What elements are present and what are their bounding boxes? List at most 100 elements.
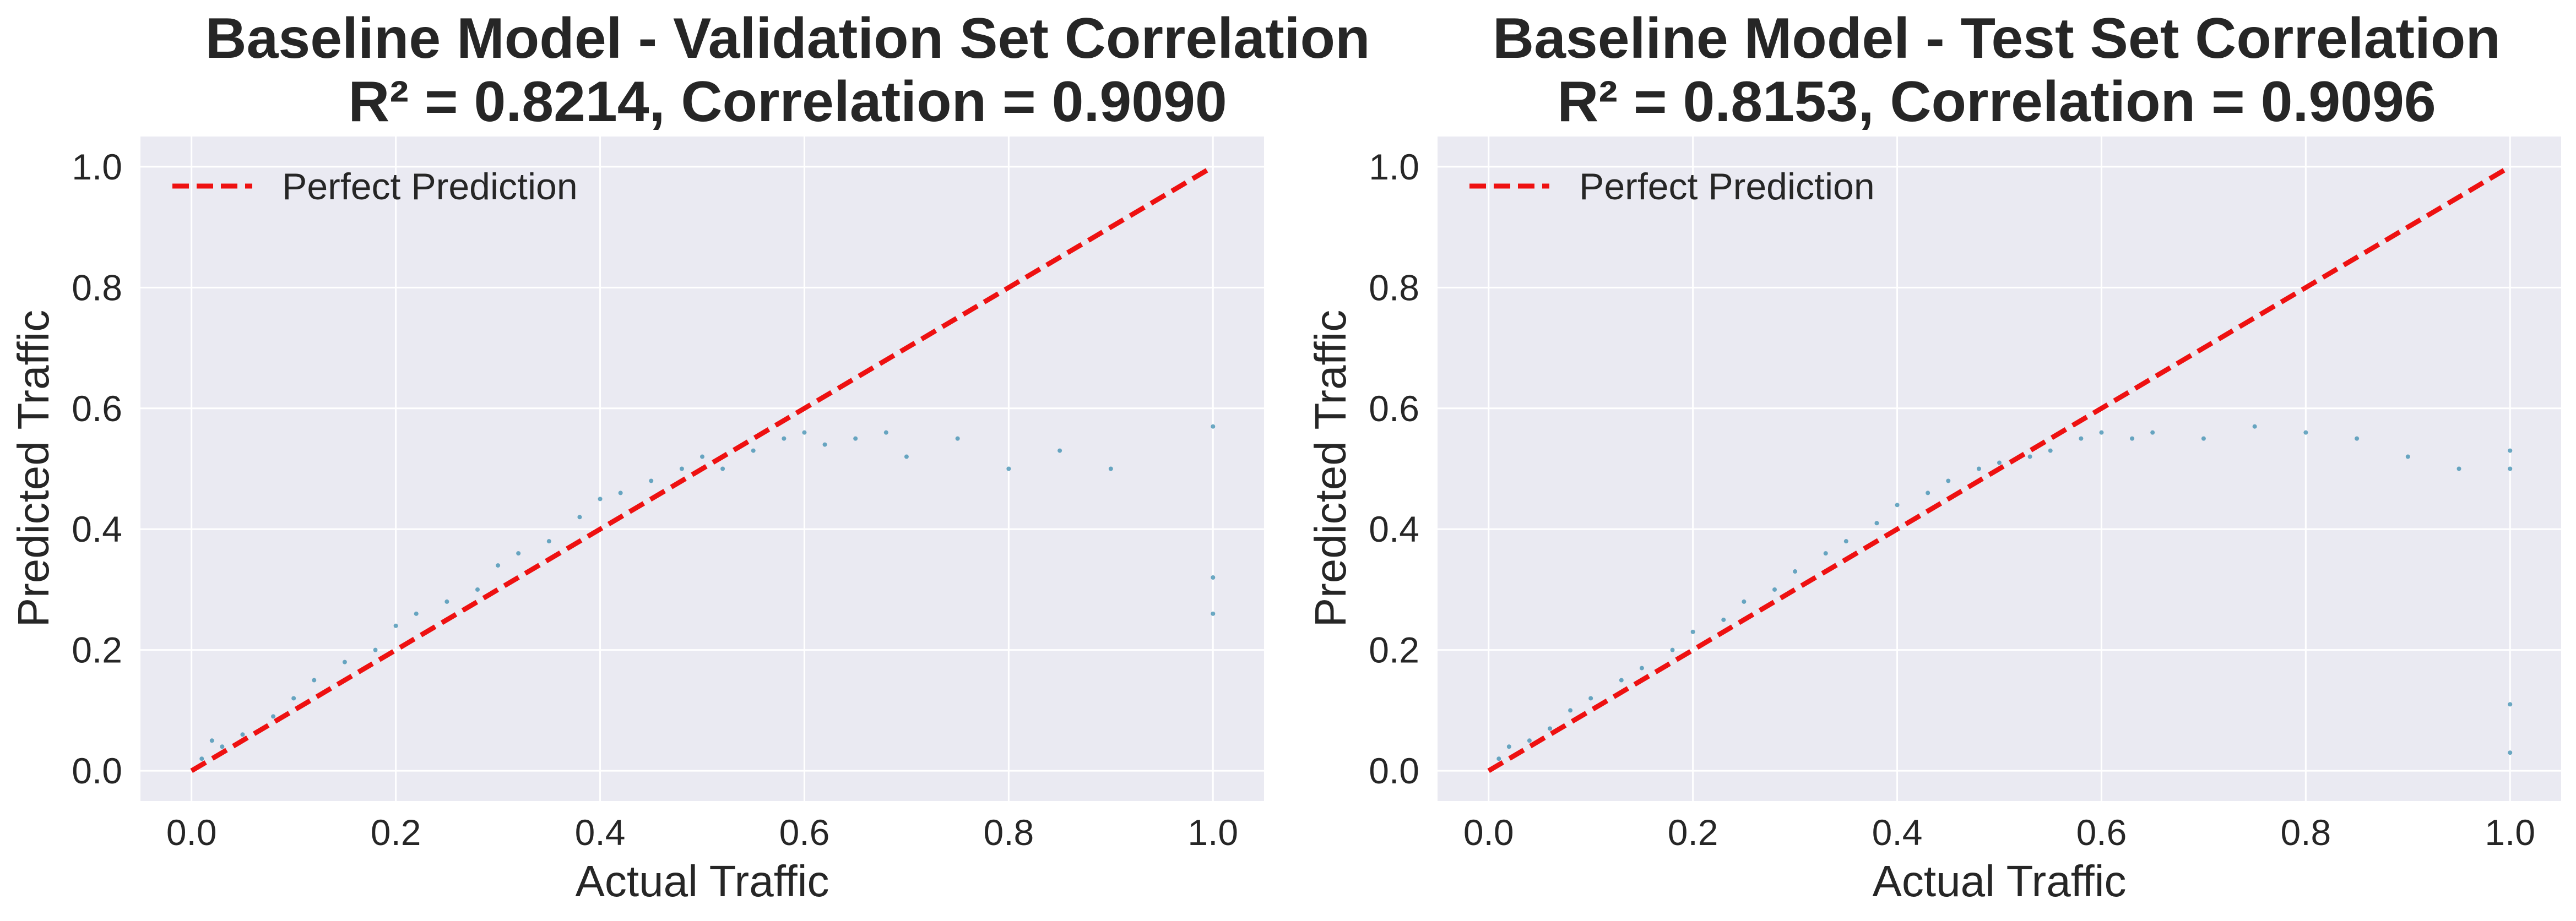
y-tick-label: 1.0 (72, 146, 122, 187)
scatter-point (1874, 521, 1879, 526)
scatter-point (2508, 466, 2513, 471)
scatter-point (1211, 575, 1216, 580)
x-tick-label: 1.0 (2485, 812, 2535, 853)
scatter-point (618, 491, 623, 495)
legend: Perfect Prediction (1469, 166, 1875, 208)
scatter-point (1108, 466, 1113, 471)
x-tick-label: 0.6 (2076, 812, 2127, 853)
scatter-point (373, 647, 378, 652)
scatter-point (1639, 666, 1644, 671)
scatter-point (1496, 756, 1501, 761)
y-tick-label: 0.6 (1369, 388, 1419, 429)
scatter-point (1619, 678, 1624, 683)
scatter-point (1006, 466, 1011, 471)
scatter-point (2355, 436, 2360, 441)
scatter-point (1926, 491, 1930, 495)
x-tick-label: 0.0 (166, 812, 217, 853)
y-tick-label: 0.2 (1369, 630, 1419, 671)
scatter-point (2508, 702, 2513, 707)
y-tick-label: 0.8 (72, 267, 122, 308)
y-tick-label: 0.0 (72, 750, 122, 791)
scatter-point (414, 611, 419, 616)
perfect-prediction-line (1487, 164, 2512, 773)
scatter-point (649, 478, 654, 483)
scatter-point (2303, 430, 2308, 435)
scatter-point (1946, 478, 1951, 483)
scatter-point (2508, 750, 2513, 755)
legend-label: Perfect Prediction (282, 166, 578, 208)
scatter-point (1548, 726, 1552, 731)
scatter-point (2027, 454, 2032, 459)
test-scatter-panel: Baseline Model - Test Set Correlation R²… (1306, 7, 2561, 906)
x-tick-label: 0.2 (1668, 812, 1718, 853)
scatter-point (802, 430, 807, 435)
x-tick-label: 0.4 (575, 812, 626, 853)
y-tick-label: 0.0 (1369, 750, 1419, 791)
scatter-point (1742, 599, 1747, 604)
x-tick-label: 0.2 (371, 812, 421, 853)
scatter-point (1211, 424, 1216, 429)
scatter-point (2150, 430, 2155, 435)
x-tick-label: 0.8 (983, 812, 1034, 853)
scatter-point (2099, 430, 2104, 435)
scatter-point (240, 732, 245, 737)
x-tick-label: 0.8 (2280, 812, 2331, 853)
chart-title-line1: Baseline Model - Test Set Correlation (1493, 7, 2501, 70)
scatter-point (312, 678, 317, 683)
x-tick-label: 1.0 (1187, 812, 1238, 853)
scatter-point (220, 744, 225, 749)
chart-title-line1: Baseline Model - Validation Set Correlat… (205, 7, 1370, 70)
scatter-point (679, 466, 684, 471)
y-tick-label: 0.8 (1369, 267, 1419, 308)
scatter-point (1506, 744, 1511, 749)
scatter-point (1568, 708, 1573, 713)
scatter-point (883, 430, 888, 435)
gridlines (140, 137, 1264, 801)
x-axis: 0.0 0.2 0.4 0.6 0.8 1.0 Actual Traffic (166, 812, 1238, 906)
scatter-point (700, 454, 704, 459)
y-tick-label: 0.2 (72, 630, 122, 671)
scatter-point (1588, 696, 1593, 701)
scatter-point (720, 466, 725, 471)
scatter-point (2456, 466, 2461, 471)
y-axis: 0.0 0.2 0.4 0.6 0.8 1.0 Predicted Traffi… (1306, 146, 1419, 791)
scatter-point (1721, 617, 1726, 622)
chart-title-line2: R² = 0.8153, Correlation = 0.9096 (1557, 70, 2436, 134)
y-tick-label: 0.4 (72, 509, 122, 549)
scatter-point (904, 454, 909, 459)
scatter-point (2201, 436, 2206, 441)
x-tick-label: 0.4 (1872, 812, 1923, 853)
scatter-point (209, 738, 214, 743)
scatter-point (1690, 629, 1695, 634)
scatter-point (475, 587, 480, 592)
scatter-point (955, 436, 960, 441)
legend-label: Perfect Prediction (1579, 166, 1875, 208)
scatter-point (2048, 448, 2053, 453)
x-axis: 0.0 0.2 0.4 0.6 0.8 1.0 Actual Traffic (1463, 812, 2535, 906)
scatter-point (496, 563, 501, 568)
scatter-point (1670, 647, 1675, 652)
chart-title-line2: R² = 0.8214, Correlation = 0.9090 (348, 70, 1227, 134)
y-tick-label: 0.6 (72, 388, 122, 429)
y-axis-label: Predicted Traffic (1306, 310, 1355, 628)
scatter-point (291, 696, 296, 701)
scatter-point (751, 448, 756, 453)
scatter-points (199, 424, 1216, 761)
scatter-point (2079, 436, 2084, 441)
x-tick-label: 0.0 (1463, 812, 1514, 853)
validation-scatter-panel: Baseline Model - Validation Set Correlat… (9, 7, 1370, 906)
scatter-point (1823, 551, 1828, 556)
x-tick-label: 0.6 (779, 812, 830, 853)
scatter-point (782, 436, 787, 441)
y-axis: 0.0 0.2 0.4 0.6 0.8 1.0 Predicted Traffi… (9, 146, 122, 791)
gridlines (1438, 137, 2561, 801)
scatter-point (546, 539, 551, 544)
scatter-point (1527, 738, 1532, 743)
y-tick-label: 0.4 (1369, 509, 1419, 549)
scatter-point (1895, 503, 1900, 508)
scatter-point (393, 623, 398, 628)
scatter-point (271, 714, 276, 719)
scatter-point (2130, 436, 2135, 441)
scatter-point (444, 599, 449, 604)
